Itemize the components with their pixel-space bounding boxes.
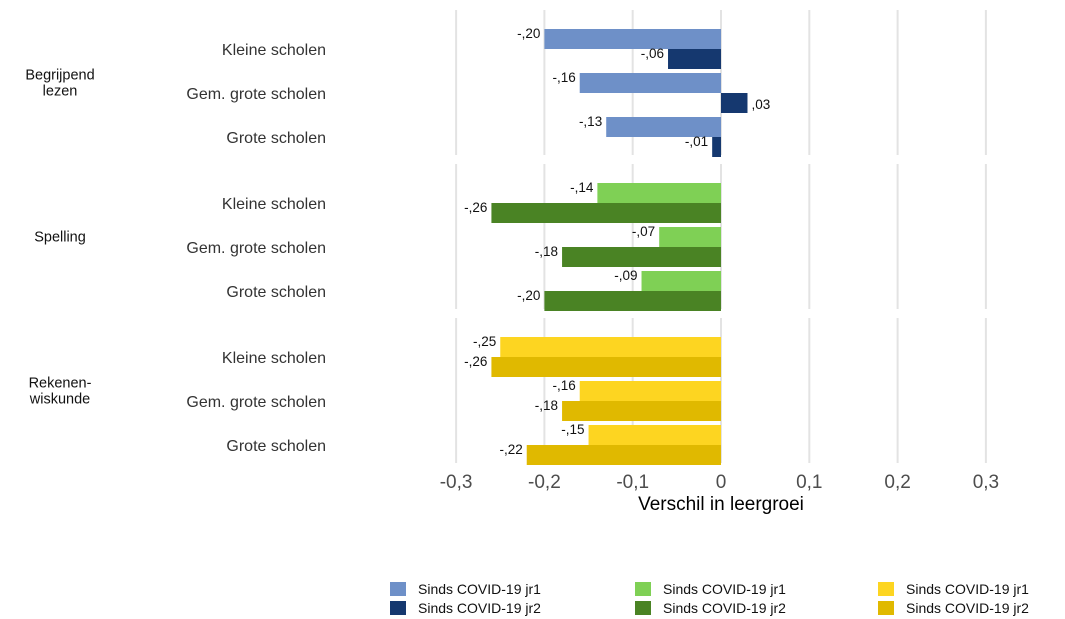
data-label: -,20 xyxy=(517,288,540,303)
data-label: -,07 xyxy=(632,224,655,239)
data-label: -,06 xyxy=(641,46,664,61)
bar xyxy=(712,137,721,157)
bar xyxy=(526,445,721,465)
data-label: -,13 xyxy=(579,114,602,129)
data-label: -,09 xyxy=(614,268,637,283)
legend-item: Sinds COVID-19 jr1 xyxy=(390,580,635,597)
x-tick-label: 0,1 xyxy=(796,472,822,493)
legend-item: Sinds COVID-19 jr1 xyxy=(635,580,878,597)
bar xyxy=(544,29,721,49)
bar xyxy=(668,49,721,69)
category-label: Gem. grote scholen xyxy=(186,86,326,103)
category-label: Gem. grote scholen xyxy=(186,394,326,411)
data-label: -,16 xyxy=(552,378,575,393)
legend-label: Sinds COVID-19 jr1 xyxy=(906,580,1029,597)
legend-item: Sinds COVID-19 jr2 xyxy=(635,599,878,616)
legend-swatch xyxy=(390,600,406,615)
data-label: -,01 xyxy=(685,134,708,149)
data-label: -,20 xyxy=(517,26,540,41)
bar xyxy=(544,291,721,311)
legend-swatch xyxy=(635,581,651,596)
category-label: Grote scholen xyxy=(226,130,326,147)
data-label: -,22 xyxy=(499,442,522,457)
legend: Sinds COVID-19 jr1 Sinds COVID-19 jr1 Sind… xyxy=(390,580,1060,616)
bar xyxy=(659,227,721,247)
bar xyxy=(606,117,721,137)
category-label: Gem. grote scholen xyxy=(186,240,326,257)
legend-swatch xyxy=(390,581,406,596)
bar xyxy=(579,73,721,93)
x-tick-label: 0,3 xyxy=(973,472,999,493)
legend-swatch xyxy=(878,581,894,596)
data-label: -,15 xyxy=(561,422,584,437)
category-label: Grote scholen xyxy=(226,438,326,455)
x-tick-label: -0,2 xyxy=(528,472,561,493)
legend-label: Sinds COVID-19 jr1 xyxy=(418,580,541,597)
group-label: Rekenen- xyxy=(29,376,92,392)
bar xyxy=(588,425,721,445)
data-label: -,26 xyxy=(464,354,487,369)
data-label: -,26 xyxy=(464,200,487,215)
data-label: -,18 xyxy=(535,398,558,413)
category-label: Grote scholen xyxy=(226,284,326,301)
category-label: Kleine scholen xyxy=(222,350,326,367)
legend-swatch xyxy=(878,600,894,615)
group-label: Spelling xyxy=(34,230,86,246)
bar xyxy=(562,401,721,421)
bar-chart: -0,3 -0,2 -0,1 0 0,1 0,2 0,3 Verschil in leergr… xyxy=(25,10,999,515)
bar xyxy=(641,271,721,291)
x-tick-label: 0 xyxy=(716,472,727,493)
bar xyxy=(491,203,721,223)
data-label: ,03 xyxy=(751,97,770,112)
data-label: -,18 xyxy=(535,244,558,259)
x-tick-label: -0,3 xyxy=(440,472,473,493)
x-tick-label: -0,1 xyxy=(616,472,649,493)
bar xyxy=(562,247,721,267)
data-label: -,16 xyxy=(552,70,575,85)
group-label: Begrijpend xyxy=(25,68,94,84)
legend-label: Sinds COVID-19 jr2 xyxy=(663,599,786,616)
bar xyxy=(597,183,721,203)
legend-item: Sinds COVID-19 jr2 xyxy=(878,599,1058,616)
bar xyxy=(500,337,721,357)
bar xyxy=(721,93,748,113)
category-label: Kleine scholen xyxy=(222,42,326,59)
legend-swatch xyxy=(635,600,651,615)
group-label: wiskunde xyxy=(29,392,90,408)
data-label: -,14 xyxy=(570,180,594,195)
bar xyxy=(579,381,721,401)
group-label: lezen xyxy=(43,84,78,100)
legend-item: Sinds COVID-19 jr1 xyxy=(878,580,1058,597)
category-label: Kleine scholen xyxy=(222,196,326,213)
legend-label: Sinds COVID-19 jr1 xyxy=(663,580,786,597)
legend-label: Sinds COVID-19 jr2 xyxy=(418,599,541,616)
x-tick-label: 0,2 xyxy=(884,472,910,493)
legend-label: Sinds COVID-19 jr2 xyxy=(906,599,1029,616)
legend-item: Sinds COVID-19 jr2 xyxy=(390,599,635,616)
bar xyxy=(491,357,721,377)
data-label: -,25 xyxy=(473,334,496,349)
x-axis-title: Verschil in leergroei xyxy=(638,494,804,515)
